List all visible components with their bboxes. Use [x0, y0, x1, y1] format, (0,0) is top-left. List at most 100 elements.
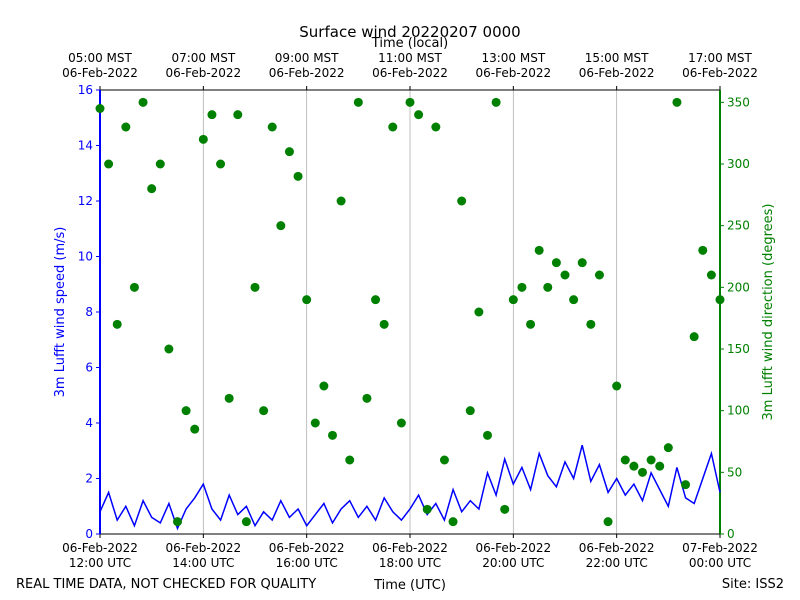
direction-point	[129, 282, 139, 292]
direction-point	[336, 196, 346, 206]
y2-tick-label: 300	[727, 157, 750, 171]
direction-point	[250, 282, 260, 292]
x2-tick-label: 09:00 MST 06-Feb-2022	[268, 51, 345, 80]
direction-point	[414, 110, 424, 120]
x-axis-label: Time (UTC)	[373, 578, 446, 593]
direction-point	[362, 393, 372, 403]
direction-point	[405, 97, 415, 107]
direction-point	[629, 461, 639, 471]
y-tick-label: 4	[85, 416, 93, 430]
direction-point	[638, 467, 647, 477]
footer-note: REAL TIME DATA, NOT CHECKED FOR QUALITY	[16, 577, 316, 592]
direction-point	[689, 332, 699, 342]
direction-point	[663, 443, 673, 453]
x2-tick-label: 07:00 MST 06-Feb-2022	[165, 51, 242, 80]
direction-point	[190, 424, 200, 434]
direction-point	[241, 517, 251, 527]
direction-point	[319, 381, 329, 391]
direction-point	[267, 122, 277, 132]
y2-tick-label: 100	[727, 404, 750, 418]
direction-point	[147, 184, 157, 194]
direction-point	[353, 97, 363, 107]
direction-point	[95, 104, 105, 113]
direction-point	[345, 455, 355, 465]
y2-tick-label: 150	[727, 342, 750, 356]
x-tick-label: 06-Feb-2022 18:00 UTC	[372, 541, 448, 570]
x2-axis-label: Time (local)	[371, 36, 448, 51]
direction-point	[284, 147, 294, 157]
y-tick-label: 16	[78, 83, 93, 97]
direction-point	[706, 270, 716, 280]
direction-point	[681, 480, 691, 490]
direction-point	[646, 455, 656, 465]
x2-tick-label: 11:00 MST 06-Feb-2022	[372, 51, 448, 80]
direction-point	[371, 295, 381, 305]
x-tick-label: 06-Feb-2022 16:00 UTC	[268, 541, 345, 570]
direction-point	[104, 159, 114, 169]
x-tick-label: 06-Feb-2022 22:00 UTC	[578, 541, 655, 570]
y-tick-label: 2	[85, 472, 93, 486]
direction-point	[207, 110, 217, 120]
chart-title: Surface wind 20220207 0000	[299, 23, 520, 41]
direction-point	[586, 319, 596, 329]
y-tick-label: 6	[85, 361, 93, 375]
x2-tick-label: 05:00 MST 06-Feb-2022	[62, 51, 138, 80]
y2-tick-label: 350	[727, 95, 750, 109]
y-tick-label: 12	[78, 194, 93, 208]
direction-point	[259, 406, 269, 416]
direction-point	[715, 295, 725, 305]
direction-point	[379, 319, 389, 329]
x2-tick-label: 13:00 MST 06-Feb-2022	[475, 51, 552, 80]
y-tick-label: 10	[78, 250, 93, 264]
x2-tick-label: 17:00 MST 06-Feb-2022	[682, 51, 758, 80]
direction-point	[543, 282, 553, 292]
direction-point	[483, 430, 492, 440]
direction-point	[198, 134, 208, 144]
direction-point	[603, 517, 613, 527]
direction-point	[620, 455, 630, 465]
x2-tick-label: 15:00 MST 06-Feb-2022	[578, 51, 655, 80]
x-tick-label: 06-Feb-2022 14:00 UTC	[165, 541, 242, 570]
direction-point	[181, 406, 191, 416]
y-tick-label: 8	[85, 305, 93, 319]
direction-point	[422, 504, 432, 514]
direction-point	[526, 319, 536, 329]
direction-point	[121, 122, 131, 132]
direction-point	[439, 455, 449, 465]
direction-point	[328, 430, 337, 440]
direction-point	[517, 282, 527, 292]
speed-line	[99, 445, 721, 531]
direction-point	[560, 270, 570, 280]
direction-point	[293, 171, 303, 181]
x-tick-label: 06-Feb-2022 20:00 UTC	[475, 541, 552, 570]
direction-point	[698, 245, 708, 255]
direction-point	[155, 159, 165, 169]
direction-point	[396, 418, 406, 428]
y2-tick-label: 0	[727, 527, 735, 541]
direction-point	[310, 418, 320, 428]
direction-point	[465, 406, 475, 416]
direction-point	[500, 504, 510, 514]
y2-axis-label: 3m Lufft wind direction (degrees)	[761, 204, 776, 421]
direction-point	[612, 381, 622, 391]
direction-point	[276, 221, 286, 231]
direction-point	[173, 517, 182, 527]
direction-point	[216, 159, 226, 169]
direction-point	[577, 258, 587, 268]
y2-tick-label: 200	[727, 280, 750, 294]
direction-point	[491, 97, 501, 107]
direction-point	[655, 461, 665, 471]
site-label: Site: ISS2	[722, 577, 784, 592]
direction-point	[164, 344, 174, 354]
direction-point	[594, 270, 604, 280]
direction-point	[224, 393, 234, 403]
direction-point	[474, 307, 484, 317]
x-tick-label: 06-Feb-2022 12:00 UTC	[62, 541, 138, 570]
direction-point	[672, 97, 682, 107]
y-tick-label: 0	[85, 527, 93, 541]
y2-tick-label: 250	[727, 219, 750, 233]
direction-point	[233, 110, 243, 120]
direction-point	[388, 122, 398, 132]
direction-point	[302, 295, 312, 305]
